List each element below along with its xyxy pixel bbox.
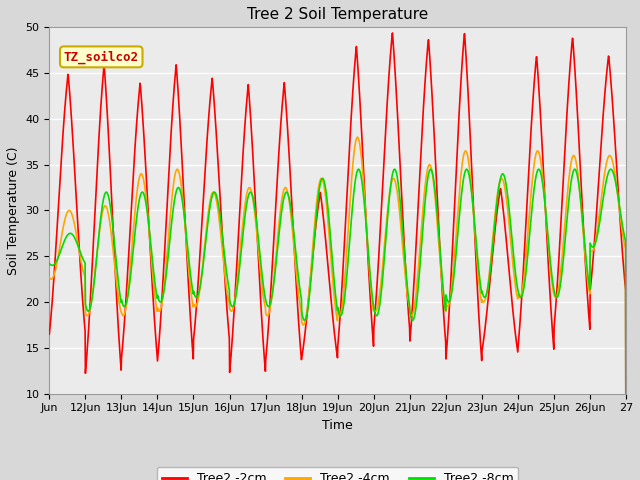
Title: Tree 2 Soil Temperature: Tree 2 Soil Temperature <box>247 7 428 22</box>
Legend: Tree2 -2cm, Tree2 -4cm, Tree2 -8cm: Tree2 -2cm, Tree2 -4cm, Tree2 -8cm <box>157 467 518 480</box>
Text: TZ_soilco2: TZ_soilco2 <box>64 50 139 63</box>
X-axis label: Time: Time <box>323 419 353 432</box>
Y-axis label: Soil Temperature (C): Soil Temperature (C) <box>7 146 20 275</box>
